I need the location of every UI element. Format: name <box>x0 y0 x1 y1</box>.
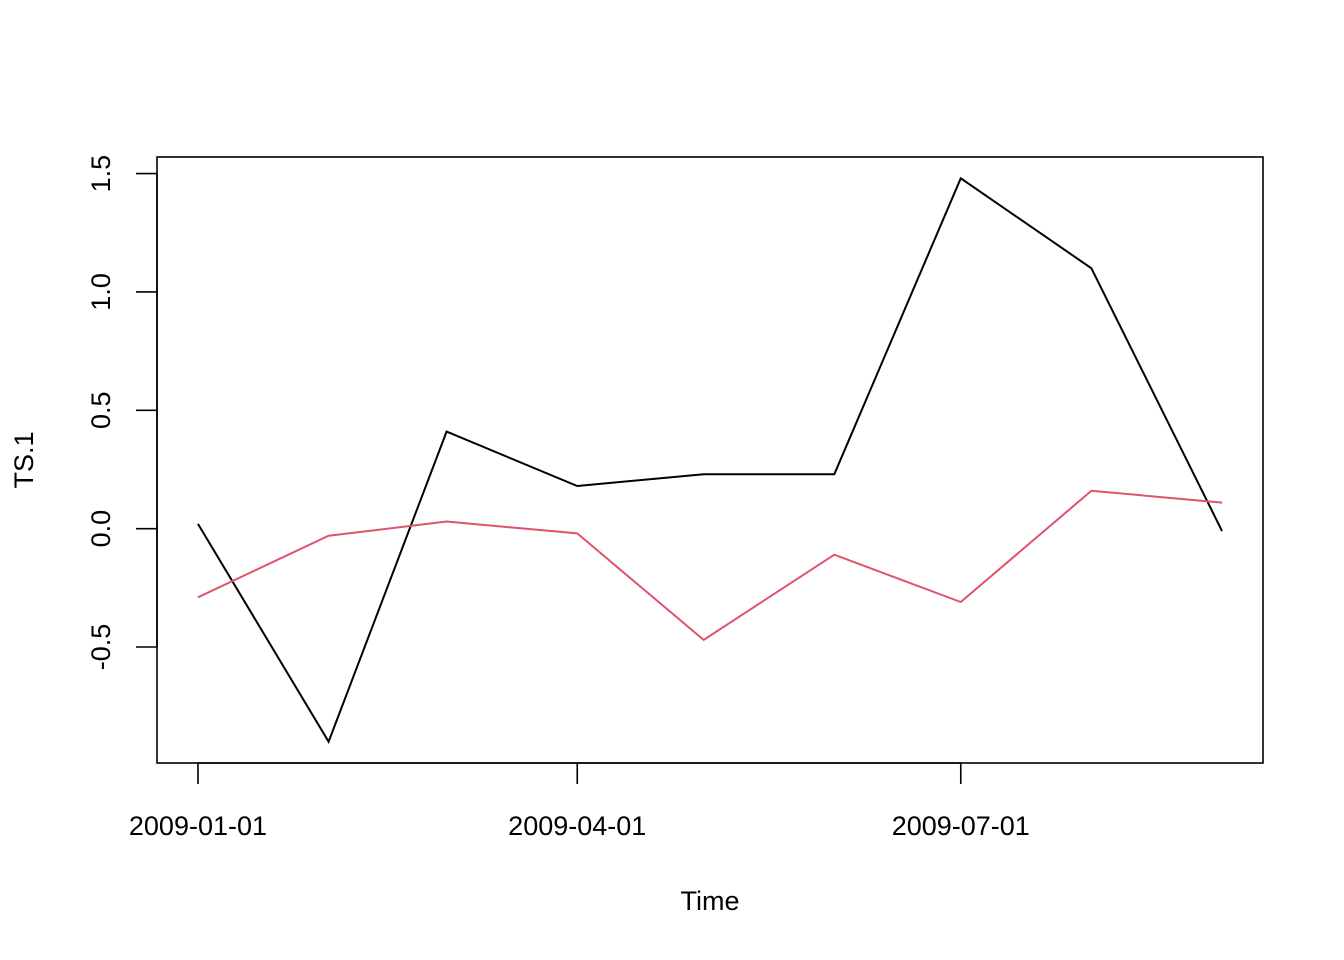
y-tick-label: 0.0 <box>86 510 116 548</box>
x-tick-label: 2009-04-01 <box>508 811 646 841</box>
x-tick-label: 2009-07-01 <box>892 811 1030 841</box>
x-tick-label: 2009-01-01 <box>129 811 267 841</box>
x-axis-title: Time <box>681 886 740 916</box>
y-axis-title: TS.1 <box>9 431 39 488</box>
y-tick-label: 1.5 <box>86 155 116 193</box>
series-line-2 <box>197 489 1223 642</box>
x-axis: 2009-01-01 2009-04-01 2009-07-01 <box>129 762 1030 841</box>
plot-frame <box>156 156 1264 764</box>
series-layer <box>197 176 1223 744</box>
y-tick-label: -0.5 <box>86 624 116 671</box>
series-line-1 <box>197 176 1223 744</box>
y-axis: -0.5 0.0 0.5 1.0 1.5 <box>86 155 158 671</box>
y-tick-label: 1.0 <box>86 273 116 311</box>
y-tick-label: 0.5 <box>86 392 116 430</box>
